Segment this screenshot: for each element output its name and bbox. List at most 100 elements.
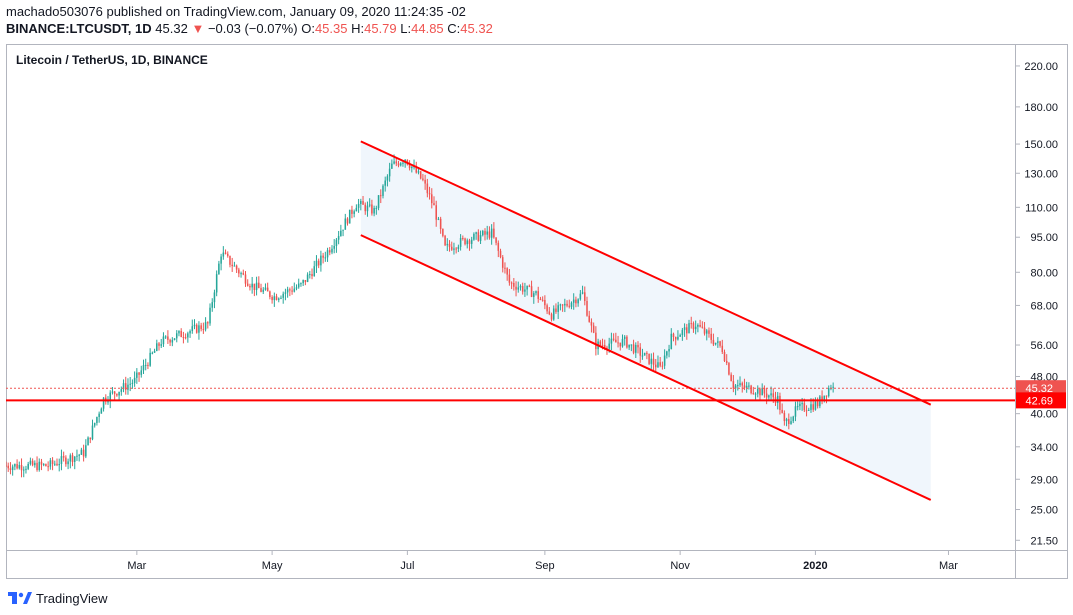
candle-body <box>659 362 661 366</box>
candle-body <box>761 388 763 396</box>
candle-body <box>156 343 158 351</box>
candle-body <box>386 176 389 181</box>
candle-body <box>311 274 313 277</box>
price-tag-label: 45.32 <box>1025 383 1053 395</box>
candle-body <box>459 237 462 247</box>
candle-body <box>242 273 245 275</box>
candle-body <box>654 364 657 368</box>
candle-body <box>717 341 719 343</box>
candle-body <box>790 421 792 424</box>
candle-body <box>295 287 298 289</box>
candle-body <box>428 193 431 195</box>
candle-body <box>570 302 573 307</box>
candle-body <box>344 218 347 230</box>
candle-body <box>224 252 227 254</box>
candle-body <box>29 460 32 464</box>
candle-body <box>204 322 207 330</box>
channel-fill <box>360 141 931 500</box>
candle-body <box>444 235 446 246</box>
channel-upper-line[interactable] <box>360 140 932 406</box>
candle-body <box>366 205 369 212</box>
candle-body <box>96 417 98 423</box>
candle-body <box>304 279 307 282</box>
candle-body <box>639 347 642 356</box>
candle-body <box>643 352 646 356</box>
candle-body <box>231 264 233 267</box>
candle-body <box>331 248 333 253</box>
candle-body <box>779 395 781 410</box>
candle-body <box>246 283 249 286</box>
candle-body <box>222 252 225 257</box>
candle-body <box>816 401 819 407</box>
time-tick-label: Sep <box>535 560 555 572</box>
candle-body <box>124 383 127 390</box>
candle-body <box>47 466 49 468</box>
candle-body <box>266 287 269 292</box>
candle-body <box>244 274 247 284</box>
candle-body <box>286 289 289 293</box>
candle-body <box>657 362 659 368</box>
candle-body <box>368 204 371 206</box>
candle-body <box>300 283 302 285</box>
channel-lower-line[interactable] <box>360 234 932 501</box>
footer-brand[interactable]: TradingView <box>8 588 108 608</box>
time-axis[interactable]: Mar May Jul Sep Nov 2020 Mar <box>127 550 958 572</box>
candle-body <box>169 339 171 343</box>
candle-body <box>486 231 488 235</box>
candle-body <box>641 355 644 357</box>
candle-body <box>515 286 517 290</box>
price-tag-last <box>1016 380 1066 397</box>
candle-body <box>371 204 373 214</box>
candle-body <box>568 305 571 307</box>
candle-body <box>666 351 668 356</box>
time-tick-label: May <box>262 560 283 572</box>
candle-body <box>136 372 138 378</box>
candle-body <box>320 255 322 266</box>
candle-body <box>464 238 466 245</box>
candle-body <box>109 392 112 402</box>
candle-body <box>238 269 240 274</box>
candle-body <box>85 445 87 457</box>
candle-body <box>617 342 619 344</box>
candle-body <box>821 396 823 402</box>
candle-body <box>293 288 296 292</box>
candle-body <box>198 325 200 333</box>
candle-body <box>679 335 681 337</box>
candle-body <box>80 449 83 455</box>
candle-body <box>743 385 746 388</box>
high-label: H: <box>351 21 365 36</box>
candle-body <box>663 355 666 366</box>
close-label: C: <box>447 21 461 36</box>
candle-body <box>149 352 151 366</box>
price-axis[interactable]: 220.00 180.00 150.00 130.00 110.00 95.00 80.00… <box>1015 61 1058 547</box>
candle-body <box>315 260 318 267</box>
candle-body <box>264 287 267 290</box>
candle-body <box>260 288 262 292</box>
chart-frame[interactable]: 220.00 180.00 150.00 130.00 110.00 95.00 80.00… <box>5 44 1068 579</box>
candle-body <box>581 292 584 294</box>
candle-body <box>184 337 187 339</box>
candle-body <box>632 344 635 353</box>
candle-body <box>322 255 324 258</box>
candle-body <box>577 299 579 304</box>
candle-body <box>488 231 491 238</box>
price-tick-label: 220.00 <box>1024 61 1058 73</box>
price-chart[interactable]: 220.00 180.00 150.00 130.00 110.00 95.00 80.00… <box>5 44 1068 579</box>
candle-body <box>89 437 92 440</box>
time-tick-label: Jul <box>400 560 414 572</box>
candle-body <box>133 377 136 383</box>
candle-body <box>493 228 495 238</box>
candle-body <box>528 285 531 287</box>
candle-body <box>173 338 176 340</box>
candle-body <box>741 383 744 386</box>
candle-body <box>601 344 604 346</box>
candle-body <box>626 336 628 348</box>
candle-body <box>694 326 697 330</box>
close-value: 45.32 <box>460 21 493 36</box>
candle-body <box>313 266 316 277</box>
candle-body <box>823 395 826 402</box>
low-value: 44.85 <box>411 21 444 36</box>
candle-body <box>402 162 404 164</box>
candle-body <box>379 195 382 197</box>
candle-body <box>249 285 251 288</box>
